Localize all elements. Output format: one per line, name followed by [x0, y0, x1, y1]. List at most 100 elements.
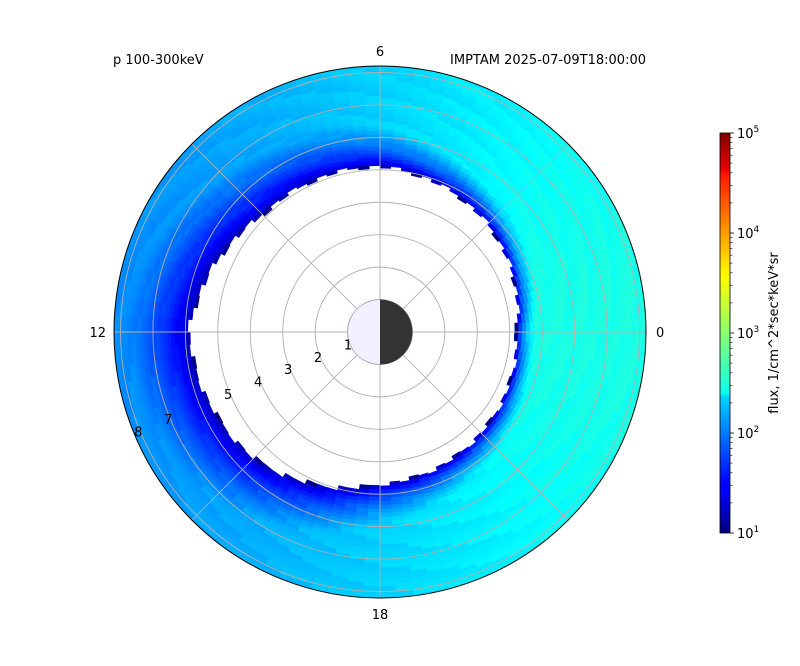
flux-cell — [114, 278, 116, 298]
flux-cell — [549, 320, 555, 333]
flux-cell — [379, 148, 393, 154]
flux-cell — [379, 144, 393, 150]
angular-tick-label: 0 — [656, 326, 664, 341]
flux-cell — [114, 243, 125, 263]
flux-cell — [614, 451, 628, 471]
flux-cell — [643, 366, 646, 386]
angular-tick-label: 18 — [372, 608, 389, 623]
flux-cell — [326, 599, 344, 606]
flux-cell — [545, 331, 550, 344]
flux-cell — [107, 296, 113, 314]
radial-tick-label: 4 — [254, 376, 262, 391]
flux-cell — [533, 331, 539, 343]
flux-cell — [344, 66, 363, 67]
flux-cell — [114, 401, 125, 421]
flux-cell — [515, 557, 534, 572]
radial-tick-label: 3 — [284, 363, 292, 378]
flux-cell — [449, 586, 469, 597]
flux-cell — [449, 66, 469, 77]
flux-cell — [367, 512, 381, 517]
flux-cell — [466, 581, 486, 593]
radial-tick-label: 8 — [134, 425, 142, 440]
flux-cell — [106, 368, 113, 386]
flux-cell — [556, 331, 562, 345]
flux-cell — [380, 598, 398, 602]
earth-night-side — [380, 299, 413, 365]
flux-cell — [114, 349, 115, 368]
flux-cell — [518, 322, 524, 333]
flux-cell — [368, 500, 381, 506]
flux-cell — [415, 59, 433, 66]
colorbar — [719, 132, 731, 534]
flux-cell — [642, 314, 646, 333]
flux-cell — [211, 547, 230, 563]
colorbar-tick-label: 105 — [737, 125, 759, 142]
flux-cell — [537, 331, 543, 343]
flux-cell — [125, 210, 138, 229]
flux-cell — [369, 484, 381, 490]
flux-cell — [274, 70, 294, 82]
flux-cell — [557, 319, 562, 333]
flux-cell — [114, 314, 119, 333]
flux-cell — [308, 594, 328, 598]
flux-cell — [367, 149, 381, 155]
flux-cell — [522, 322, 527, 333]
colorbar-tick-label: 102 — [737, 425, 759, 442]
flux-cell — [114, 384, 121, 404]
flux-cell — [416, 599, 434, 606]
flux-cell — [517, 331, 523, 342]
colorbar-tick-label: 104 — [737, 225, 760, 242]
flux-cell — [140, 467, 155, 486]
flux-cell — [560, 319, 566, 333]
flux-cell — [553, 320, 559, 333]
flux-cell — [398, 58, 416, 64]
flux-cell — [368, 161, 381, 167]
flux-cell — [379, 489, 391, 495]
flux-cell — [526, 321, 531, 333]
flux-cell — [362, 602, 380, 606]
flux-cell — [644, 278, 646, 298]
flux-cell — [379, 504, 392, 510]
flux-cell — [106, 314, 110, 332]
flux-cell — [642, 384, 646, 404]
colorbar-tick-label: 101 — [737, 525, 759, 542]
flux-cell — [379, 152, 393, 158]
flux-cell — [636, 401, 646, 421]
flux-cell — [362, 60, 380, 64]
flux-cell — [119, 226, 131, 246]
flux-cell — [108, 332, 112, 350]
flux-cell — [529, 331, 535, 343]
flux-cell — [368, 496, 381, 502]
flux-cell — [379, 159, 392, 165]
flux-cell — [326, 66, 346, 68]
flux-cell — [642, 260, 646, 280]
angular-tick-label: 12 — [89, 326, 106, 341]
flux-cell — [647, 314, 651, 332]
flux-cell — [629, 226, 640, 246]
flux-cell — [367, 508, 381, 514]
flux-cell — [533, 321, 539, 333]
flux-cell — [398, 601, 416, 607]
flux-cell — [560, 331, 566, 345]
colorbar-label: flux, 1/cm^2*sec*keV*sr — [767, 252, 782, 414]
flux-cell — [379, 163, 392, 169]
flux-cell — [379, 512, 393, 518]
flux-cell — [648, 296, 654, 314]
radial-tick-label: 2 — [314, 351, 322, 366]
flux-cell — [379, 485, 391, 491]
flux-cell — [379, 500, 392, 506]
radial-tick-label: 5 — [224, 388, 232, 403]
flux-cell — [548, 331, 554, 344]
flux-cell — [432, 594, 452, 598]
flux-cell — [379, 508, 393, 514]
flux-cell — [483, 574, 502, 587]
flux-cell — [648, 350, 654, 368]
flux-cell — [514, 322, 520, 333]
flux-cell — [367, 145, 381, 151]
flux-cell — [646, 332, 650, 350]
flux-cell — [114, 260, 120, 280]
flux-cell — [521, 331, 527, 342]
angular-tick-label: 6 — [376, 45, 384, 60]
flux-cell — [499, 567, 519, 580]
